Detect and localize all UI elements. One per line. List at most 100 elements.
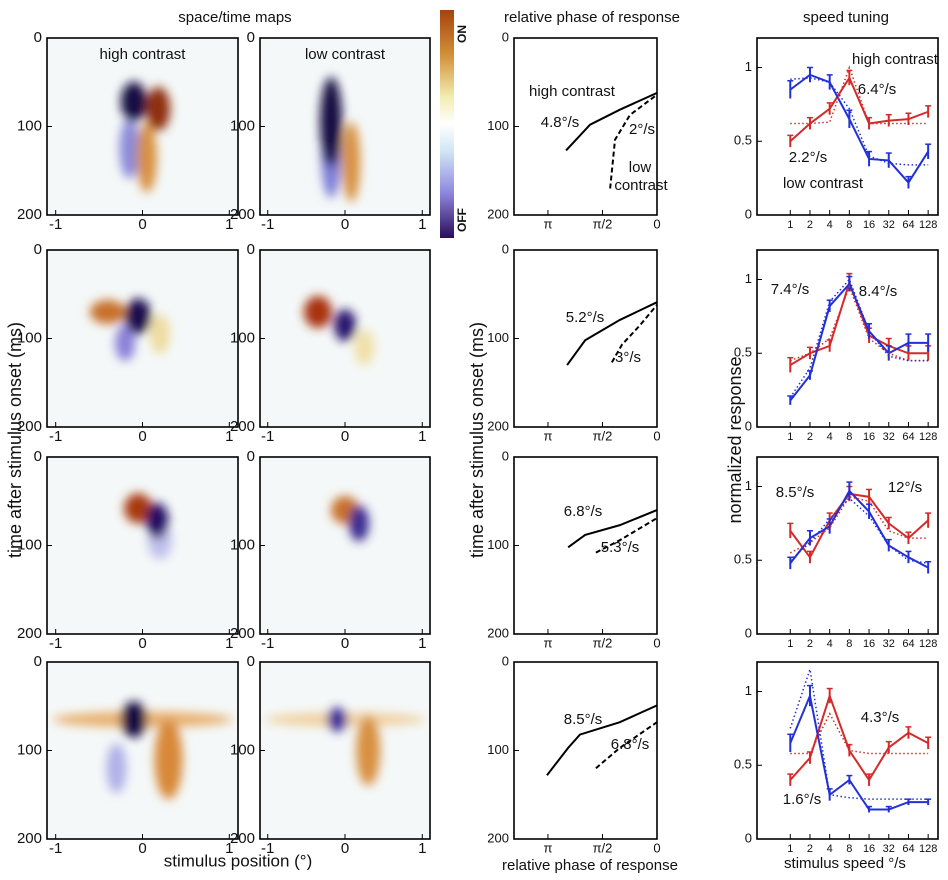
annotation: low contrast (783, 175, 864, 192)
error-bar (885, 740, 892, 754)
x-tick-label: π/2 (593, 428, 613, 443)
y-tick-label: 200 (17, 418, 42, 435)
annotation: low (629, 159, 652, 176)
y-tick-label: 100 (230, 536, 255, 553)
error-bar (787, 522, 794, 539)
error-bar (925, 333, 932, 352)
y-tick-label: 200 (487, 625, 509, 640)
error-bar (925, 105, 932, 118)
map-blob (327, 707, 348, 732)
axis-label: normalized response (725, 356, 745, 523)
error-bar (925, 736, 932, 750)
x-tick-label: 1 (418, 216, 426, 233)
y-tick-label: 0 (502, 29, 509, 44)
x-tick-label: π (543, 216, 552, 231)
error-bar (787, 134, 794, 148)
x-tick-label: π (543, 428, 552, 443)
x-tick-label: 8 (846, 431, 852, 443)
x-tick-label: 1 (225, 635, 233, 652)
y-tick-label: 100 (17, 741, 42, 758)
y-tick-label: 200 (230, 830, 255, 847)
map-blob (149, 314, 170, 355)
map-blobs (303, 295, 375, 366)
map-blob (320, 77, 343, 168)
map-blob (154, 719, 183, 800)
map-blob (115, 324, 136, 361)
error-bar (925, 798, 932, 806)
annotation: 12°/s (888, 479, 922, 496)
x-tick-label: 64 (902, 431, 914, 443)
x-tick-label: 1 (787, 219, 793, 231)
x-tick-label: -1 (49, 216, 62, 233)
map-blob (348, 505, 369, 542)
map-background (47, 662, 238, 839)
x-tick-label: 128 (919, 219, 937, 231)
error-bar (806, 370, 813, 380)
series-line (567, 509, 657, 549)
x-tick-label: 32 (883, 219, 895, 231)
x-tick-label: 0 (138, 840, 146, 857)
x-tick-label: π (543, 635, 552, 650)
error-bar (787, 773, 794, 786)
plot-frame (756, 456, 939, 635)
error-bar (885, 538, 892, 552)
y-tick-label: 100 (487, 537, 509, 552)
y-tick-label: 0.5 (734, 757, 752, 772)
fit-line (790, 65, 929, 125)
annotation: 5.2°/s (566, 309, 605, 326)
annotation: 7.4°/s (771, 281, 810, 298)
colorbar-label: ON (455, 25, 469, 43)
x-tick-label: 2 (807, 638, 813, 650)
panel: π π/2 0 0 100 200 5.2°/s 3°/s (487, 241, 660, 443)
x-tick-label: 4 (827, 219, 833, 231)
panel: low contrast -1 0 1 0 100 200 (230, 29, 431, 233)
map-background (47, 457, 238, 634)
error-bar (925, 512, 932, 528)
y-tick-label: 0 (745, 206, 752, 221)
series-line (546, 704, 657, 776)
error-bar (866, 150, 873, 167)
map-blobs (331, 496, 369, 542)
x-tick-label: -1 (261, 635, 274, 652)
map-blob (303, 295, 332, 328)
map-blob (136, 122, 157, 193)
error-bar (846, 774, 853, 785)
error-bar (846, 275, 853, 292)
error-bar (925, 143, 932, 159)
x-tick-label: 0 (653, 840, 660, 855)
plot-frame (513, 249, 658, 428)
panel: -1 0 1 0 100 200 (230, 448, 431, 652)
y-tick-label: 0 (745, 830, 752, 845)
panel: π π/2 0 0 100 200 8.5°/s 6.8°/s (487, 653, 660, 855)
x-tick-label: 0 (341, 635, 349, 652)
map-blobs (320, 77, 361, 202)
map-blob (106, 743, 127, 794)
y-tick-label: 0 (247, 653, 255, 670)
axis-label: relative phase of response (502, 857, 678, 874)
panel: 1 2 4 8 16 32 64 128 0 0.5 1 high contrast 6.4°/s 2.2… (734, 37, 939, 231)
plot-area (787, 481, 932, 574)
map-blob (334, 309, 356, 342)
y-tick-label: 100 (17, 117, 42, 134)
fit-line (789, 495, 929, 554)
x-tick-label: -1 (49, 635, 62, 652)
axis-label: stimulus position (°) (164, 851, 313, 870)
x-tick-label: 128 (919, 843, 937, 855)
x-tick-label: 0 (653, 635, 660, 650)
fit-line (789, 669, 929, 800)
panel-subtitle: high contrast (100, 46, 187, 63)
map-blob (356, 715, 381, 786)
x-tick-label: 1 (787, 638, 793, 650)
error-bar (846, 69, 853, 86)
y-tick-label: 200 (487, 830, 509, 845)
x-tick-label: 128 (919, 431, 937, 443)
panel: π π/2 0 0 100 200 6.8°/s 5.3°/s (487, 448, 660, 650)
x-tick-label: 64 (902, 219, 914, 231)
error-bar (905, 550, 912, 564)
x-tick-label: π/2 (593, 840, 613, 855)
x-tick-label: 1 (418, 840, 426, 857)
x-tick-label: 0 (653, 428, 660, 443)
annotation: high contrast (529, 83, 616, 100)
map-blob (89, 299, 126, 324)
x-tick-label: 32 (883, 843, 895, 855)
